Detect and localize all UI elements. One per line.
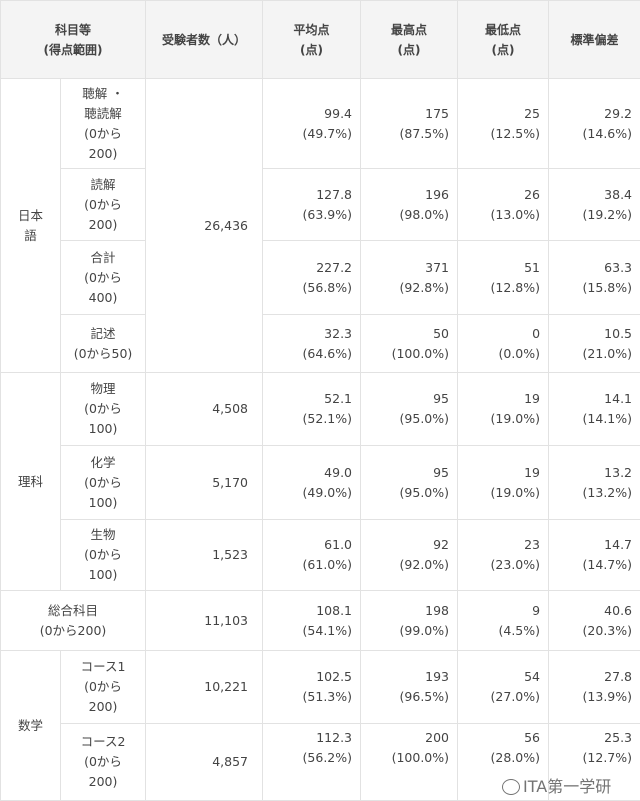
examinees-cell: 4,857 bbox=[146, 724, 263, 801]
subject-cell: コース2 (0から 200) bbox=[61, 724, 146, 801]
max-cell: 175 (87.5%) bbox=[361, 79, 458, 169]
sd-cell: 14.1 (14.1%) bbox=[549, 373, 640, 446]
header-sd: 標準偏差 bbox=[549, 1, 640, 79]
examinees-cell: 10,221 bbox=[146, 651, 263, 724]
min-cell: 9 (4.5%) bbox=[458, 591, 549, 651]
watermark-text: ITA第一学研 bbox=[523, 778, 611, 796]
table-row: 合計 (0から 400) 227.2 (56.8%)371 (92.8%)51 (… bbox=[1, 241, 640, 315]
subject-cell: 化学 (0から 100) bbox=[61, 446, 146, 520]
group-cell: 総合科目 (0から200) bbox=[1, 591, 146, 651]
mean-cell: 227.2 (56.8%) bbox=[263, 241, 361, 315]
min-cell: 54 (27.0%) bbox=[458, 651, 549, 724]
group-cell: 数学 bbox=[1, 651, 61, 801]
examinees-cell: 26,436 bbox=[146, 79, 263, 373]
max-cell: 193 (96.5%) bbox=[361, 651, 458, 724]
examinees-cell: 11,103 bbox=[146, 591, 263, 651]
mean-cell: 52.1 (52.1%) bbox=[263, 373, 361, 446]
subject-cell: 聴解 ・ 聴読解 (0から 200) bbox=[61, 79, 146, 169]
max-cell: 200 (100.0%) bbox=[361, 724, 458, 801]
subject-cell: 読解 (0から 200) bbox=[61, 169, 146, 241]
examinees-cell: 4,508 bbox=[146, 373, 263, 446]
header-row: 科目等 (得点範囲) 受験者数（人） 平均点 (点) 最高点 (点) 最低点 (… bbox=[1, 1, 640, 79]
header-examinees: 受験者数（人） bbox=[146, 1, 263, 79]
header-min: 最低点 (点) bbox=[458, 1, 549, 79]
mean-cell: 32.3 (64.6%) bbox=[263, 315, 361, 373]
min-cell: 51 (12.8%) bbox=[458, 241, 549, 315]
max-cell: 50 (100.0%) bbox=[361, 315, 458, 373]
sd-cell: 14.7 (14.7%) bbox=[549, 520, 640, 591]
max-cell: 371 (92.8%) bbox=[361, 241, 458, 315]
sd-cell: 63.3 (15.8%) bbox=[549, 241, 640, 315]
sd-cell: 13.2 (13.2%) bbox=[549, 446, 640, 520]
max-cell: 95 (95.0%) bbox=[361, 373, 458, 446]
min-cell: 0 (0.0%) bbox=[458, 315, 549, 373]
min-cell: 19 (19.0%) bbox=[458, 446, 549, 520]
mean-cell: 61.0 (61.0%) bbox=[263, 520, 361, 591]
table-row: 記述 (0から50) 32.3 (64.6%)50 (100.0%)0 (0.0%… bbox=[1, 315, 640, 373]
max-cell: 92 (92.0%) bbox=[361, 520, 458, 591]
max-cell: 196 (98.0%) bbox=[361, 169, 458, 241]
subject-cell: 記述 (0から50) bbox=[61, 315, 146, 373]
subject-cell: コース1 (0から 200) bbox=[61, 651, 146, 724]
mean-cell: 108.1 (54.1%) bbox=[263, 591, 361, 651]
group-cell: 日本 語 bbox=[1, 79, 61, 373]
min-cell: 19 (19.0%) bbox=[458, 373, 549, 446]
sd-cell: 29.2 (14.6%) bbox=[549, 79, 640, 169]
min-cell: 25 (12.5%) bbox=[458, 79, 549, 169]
header-subject: 科目等 (得点範囲) bbox=[1, 1, 146, 79]
min-cell: 26 (13.0%) bbox=[458, 169, 549, 241]
group-cell: 理科 bbox=[1, 373, 61, 591]
subject-cell: 合計 (0から 400) bbox=[61, 241, 146, 315]
header-max: 最高点 (点) bbox=[361, 1, 458, 79]
sd-cell: 40.6 (20.3%) bbox=[549, 591, 640, 651]
sd-cell: 27.8 (13.9%) bbox=[549, 651, 640, 724]
subject-cell: 生物 (0から 100) bbox=[61, 520, 146, 591]
sd-cell: 38.4 (19.2%) bbox=[549, 169, 640, 241]
wechat-logo-icon bbox=[502, 779, 520, 795]
mean-cell: 99.4 (49.7%) bbox=[263, 79, 361, 169]
mean-cell: 102.5 (51.3%) bbox=[263, 651, 361, 724]
table-row: 読解 (0から 200) 127.8 (63.9%)196 (98.0%)26 (… bbox=[1, 169, 640, 241]
mean-cell: 112.3 (56.2%) bbox=[263, 724, 361, 801]
min-cell: 23 (23.0%) bbox=[458, 520, 549, 591]
header-mean: 平均点 (点) bbox=[263, 1, 361, 79]
watermark: ITA第一学研 bbox=[502, 778, 611, 796]
max-cell: 198 (99.0%) bbox=[361, 591, 458, 651]
subject-cell: 物理 (0から 100) bbox=[61, 373, 146, 446]
examinees-cell: 1,523 bbox=[146, 520, 263, 591]
examinees-cell: 5,170 bbox=[146, 446, 263, 520]
max-cell: 95 (95.0%) bbox=[361, 446, 458, 520]
mean-cell: 49.0 (49.0%) bbox=[263, 446, 361, 520]
sd-cell: 10.5 (21.0%) bbox=[549, 315, 640, 373]
mean-cell: 127.8 (63.9%) bbox=[263, 169, 361, 241]
